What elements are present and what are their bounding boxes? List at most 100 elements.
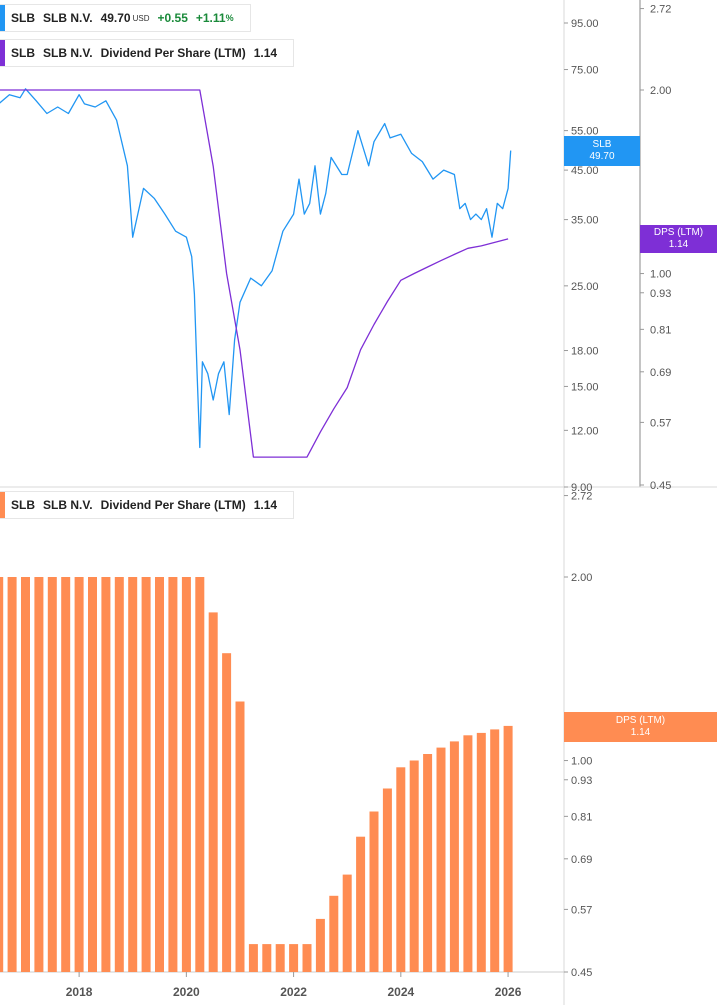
price-legend[interactable]: SLB SLB N.V. 49.70 USD +0.55 +1.11 % — [0, 4, 251, 32]
dps-bar — [235, 701, 245, 972]
dps-bottom-tag: DPS (LTM) 1.14 — [564, 712, 717, 742]
dps-legend-top-metric: Dividend Per Share (LTM) — [100, 46, 246, 60]
dps-bar — [476, 732, 486, 972]
price-tick-label: 12.00 — [571, 425, 599, 437]
price-tick-label: 45.00 — [571, 165, 599, 177]
dps-bar — [101, 577, 111, 972]
dps-bar — [195, 577, 205, 972]
dps-legend-bottom-swatch — [0, 492, 5, 518]
dps-legend-bottom-company: SLB N.V. — [43, 498, 93, 512]
dps-bar — [436, 747, 446, 972]
dps-bar — [315, 918, 325, 972]
dps-bar — [356, 836, 366, 972]
dps-tick-label: 0.69 — [650, 367, 671, 379]
dps-bar — [289, 944, 299, 972]
dps-bar — [449, 741, 459, 972]
dps-bar — [423, 754, 433, 972]
price-legend-company: SLB N.V. — [43, 11, 93, 25]
dps-bar — [490, 729, 500, 972]
dps-tick-label: 0.81 — [650, 324, 671, 336]
dps-tick-label: 1.00 — [650, 269, 671, 281]
dps-bar — [74, 577, 84, 972]
year-tick-label: 2020 — [173, 985, 200, 999]
bottom-dps-tick-label: 0.57 — [571, 904, 592, 916]
price-legend-change-pct: +1.11 — [195, 11, 226, 25]
dps-bar — [21, 577, 30, 972]
bottom-dps-tick-label: 0.45 — [571, 967, 592, 979]
price-tick-label: 95.00 — [571, 18, 599, 30]
dps-bar — [181, 577, 191, 972]
price-tick-label: 75.00 — [571, 65, 599, 77]
dps-legend-bottom-value: 1.14 — [253, 498, 278, 512]
slb-price-tag: SLB 49.70 — [564, 136, 640, 166]
dps-bar — [463, 735, 473, 972]
dps-line — [0, 89, 509, 458]
dps-bar — [34, 577, 44, 972]
dps-legend-top-value: 1.14 — [253, 46, 278, 60]
dps-bar — [382, 788, 392, 972]
dps-legend-bottom-metric: Dividend Per Share (LTM) — [100, 498, 246, 512]
bottom-dps-tick-label: 0.81 — [571, 811, 592, 823]
dps-legend-bottom[interactable]: SLB SLB N.V. Dividend Per Share (LTM) 1.… — [0, 491, 295, 519]
dps-bar — [0, 577, 4, 972]
price-legend-ticker: SLB — [11, 11, 35, 25]
year-tick-label: 2022 — [280, 985, 307, 999]
dps-tick-label: 2.00 — [650, 85, 671, 97]
dps-legend-top-swatch — [0, 40, 5, 66]
dps-bar — [329, 895, 339, 972]
dps-tick-label: 2.72 — [650, 4, 671, 16]
year-tick-label: 2024 — [387, 985, 414, 999]
dps-bar — [114, 577, 124, 972]
price-tick-label: 18.00 — [571, 346, 599, 358]
price-legend-currency: USD — [132, 13, 150, 23]
dps-bar — [396, 767, 406, 972]
price-tick-label: 55.00 — [571, 126, 599, 138]
dps-bar — [168, 577, 178, 972]
dps-legend-top-company: SLB N.V. — [43, 46, 93, 60]
dps-bar — [302, 944, 312, 972]
dps-legend-top[interactable]: SLB SLB N.V. Dividend Per Share (LTM) 1.… — [0, 39, 295, 67]
dps-bottom-tag-value: 1.14 — [630, 727, 651, 738]
year-tick-label: 2018 — [66, 985, 93, 999]
dps-bar — [369, 811, 379, 972]
price-tick-label: 35.00 — [571, 215, 599, 227]
slb-price-tag-label: SLB — [592, 139, 612, 150]
dps-bar — [141, 577, 151, 972]
bottom-dps-tick-label: 2.72 — [571, 491, 592, 503]
price-legend-change: +0.55 — [157, 11, 188, 25]
dps-bar — [342, 874, 352, 972]
price-tick-label: 9.00 — [571, 482, 592, 494]
bottom-dps-tick-label: 0.69 — [571, 854, 592, 866]
price-legend-pct-sign: % — [225, 13, 234, 23]
dps-bar — [409, 760, 419, 972]
dps-bar — [222, 653, 232, 972]
bottom-dps-tick-label: 0.93 — [571, 775, 592, 787]
dps-bar — [503, 725, 513, 972]
price-tick-label: 25.00 — [571, 281, 599, 293]
slb-price-tag-value: 49.70 — [589, 151, 615, 162]
dps-legend-bottom-ticker: SLB — [11, 498, 35, 512]
price-legend-swatch — [0, 5, 5, 31]
dps-bar — [7, 577, 17, 972]
dps-bar — [262, 944, 272, 972]
bottom-dps-tick-label: 2.00 — [571, 572, 592, 584]
price-legend-price: 49.70 — [100, 11, 131, 25]
dps-bottom-tag-label: DPS (LTM) — [615, 715, 666, 726]
dps-bar — [155, 577, 164, 972]
dps-tick-label: 0.57 — [650, 417, 671, 429]
year-tick-label: 2026 — [495, 985, 522, 999]
dps-bar — [47, 577, 57, 972]
dps-bar — [88, 577, 97, 972]
dps-bar — [208, 612, 218, 972]
dps-legend-top-ticker: SLB — [11, 46, 35, 60]
dps-tick-label: 0.45 — [650, 480, 671, 492]
bottom-dps-tick-label: 1.00 — [571, 756, 592, 768]
dps-top-tag-value: 1.14 — [668, 239, 689, 250]
slb-price-line — [0, 88, 512, 449]
dps-bar — [128, 577, 138, 972]
dps-bar — [248, 944, 258, 972]
dps-top-tag-label: DPS (LTM) — [653, 227, 704, 238]
dps-tick-label: 0.93 — [650, 288, 671, 300]
dps-top-tag: DPS (LTM) 1.14 — [640, 225, 717, 253]
